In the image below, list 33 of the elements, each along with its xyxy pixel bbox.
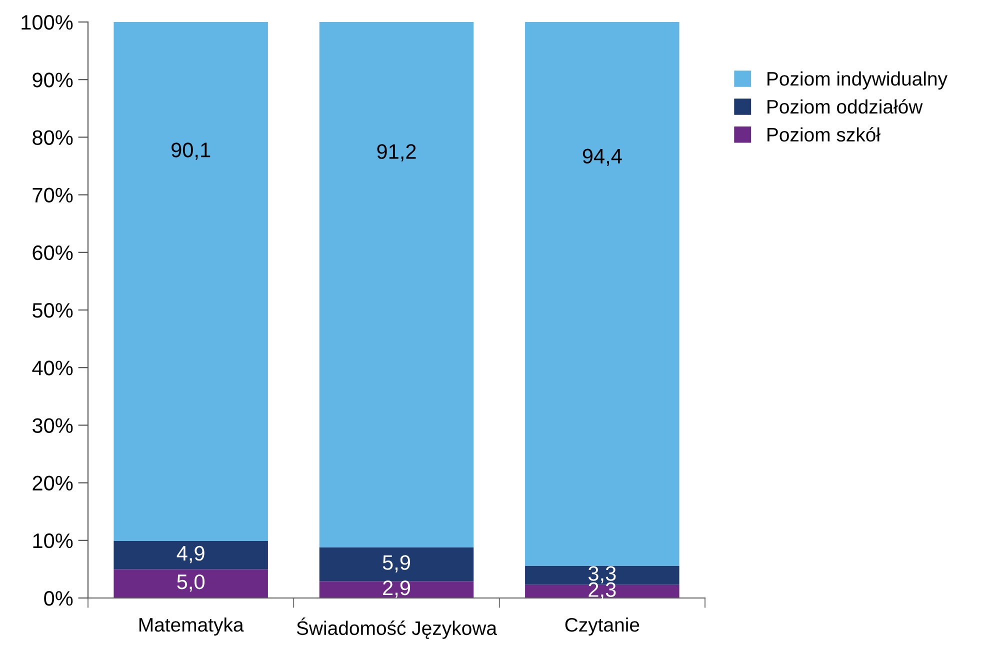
y-tick-label: 10% — [33, 533, 73, 548]
legend-label: Poziom oddziałów — [768, 99, 923, 114]
bar — [319, 22, 474, 548]
bar — [114, 569, 268, 598]
data-label: 2,9 — [383, 580, 410, 598]
y-tick-label: 20% — [32, 476, 73, 491]
y-tick-label: 60% — [32, 245, 73, 260]
x-tick-label: Czytanie — [565, 617, 640, 636]
bar — [319, 547, 474, 582]
data-label: 5,9 — [382, 555, 410, 572]
y-tick-label: 0% — [44, 591, 73, 606]
y-tick-label: 50% — [32, 303, 73, 318]
data-label: 2,3 — [588, 582, 616, 600]
data-label: 94,4 — [582, 148, 622, 166]
bar — [319, 581, 474, 598]
y-tick-label: 90% — [32, 72, 73, 88]
y-tick-label: 80% — [32, 130, 73, 145]
bar — [114, 540, 268, 570]
x-tick-label: Matematyka — [139, 617, 244, 636]
data-label: 91,2 — [377, 144, 416, 162]
bar — [114, 22, 268, 541]
y-tick-label: 40% — [32, 360, 73, 376]
bar — [525, 22, 680, 566]
data-label: 5,0 — [177, 574, 204, 592]
data-label: 3,3 — [588, 566, 616, 584]
legend-label: Poziom szkół — [768, 127, 880, 142]
legend-label: Poziom indywidualny — [768, 71, 948, 90]
y-tick-label: 100% — [22, 15, 73, 30]
y-tick-label: 70% — [32, 188, 73, 203]
data-label: 4,9 — [176, 546, 204, 564]
data-label: 90,1 — [172, 142, 210, 160]
y-tick-label: 30% — [32, 418, 73, 433]
x-tick-label: Świadomość Językowa — [296, 617, 498, 639]
